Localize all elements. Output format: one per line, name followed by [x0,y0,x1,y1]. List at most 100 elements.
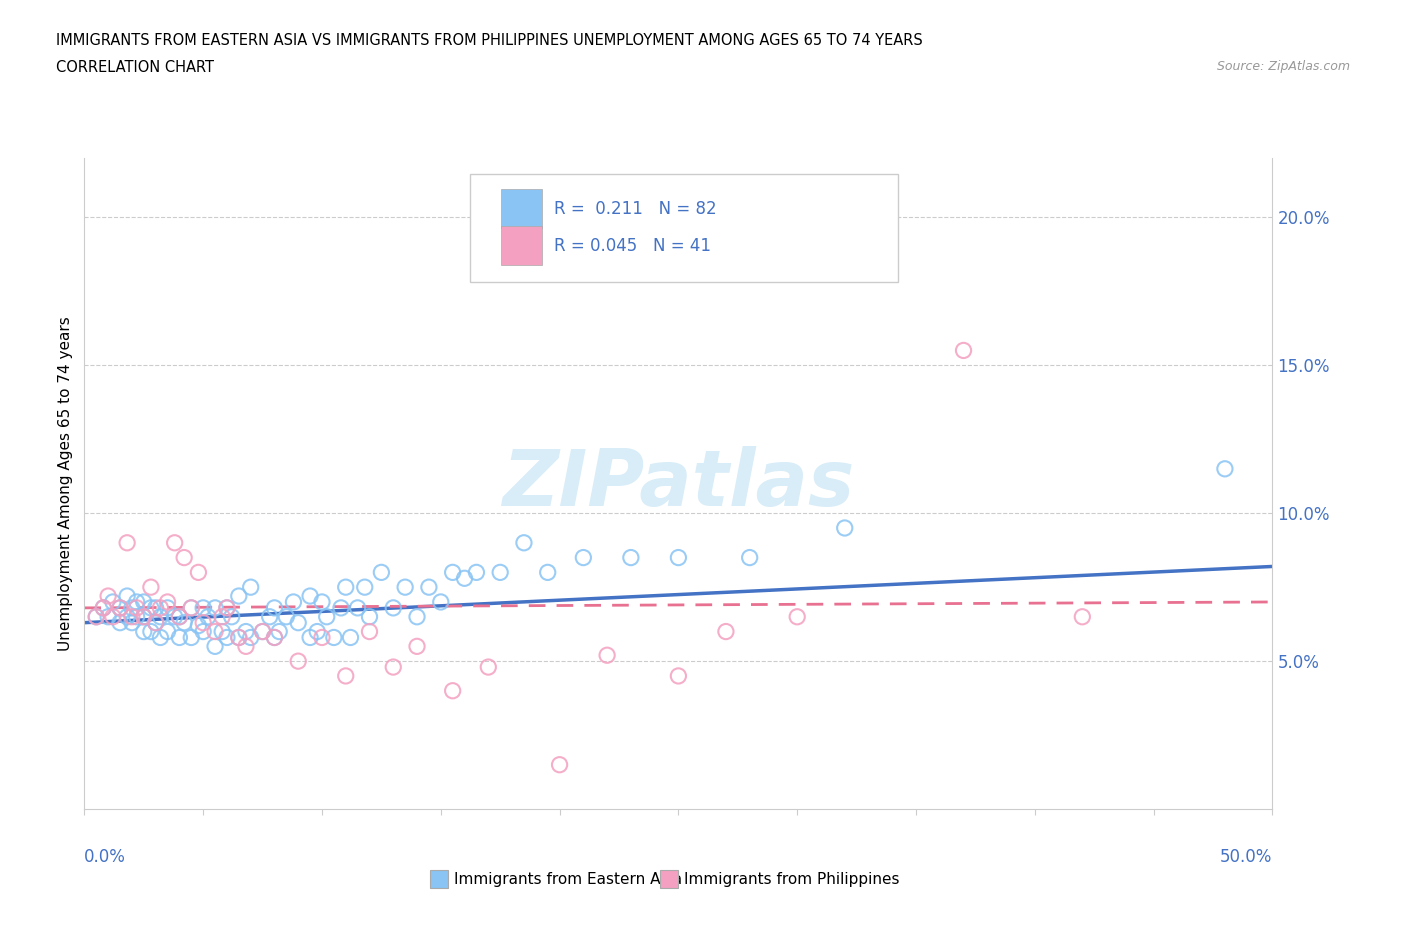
Point [204,624,226,639]
Point [252,624,274,639]
Text: Immigrants from Philippines: Immigrants from Philippines [683,871,900,886]
Point [101,594,124,609]
Point [952,343,974,358]
Point [132,609,155,624]
Point [145,616,167,631]
Point [263,601,285,616]
Point [620,551,643,565]
Point [394,579,416,594]
Point [346,601,368,616]
Point [139,624,162,639]
Point [145,601,167,616]
Point [156,601,179,616]
Point [149,609,172,624]
Point [489,565,512,579]
Point [359,624,381,639]
Point [197,609,219,624]
Point [406,609,429,624]
Text: Source: ZipAtlas.com: Source: ZipAtlas.com [1216,60,1350,73]
Point [235,624,257,639]
Point [235,639,257,654]
Point [145,616,167,631]
Point [382,659,405,674]
Point [115,589,138,604]
Point [169,609,191,624]
Point [84,609,107,624]
Point [132,594,155,609]
Point [299,630,322,644]
Point [97,609,120,624]
Text: ZIPatlas: ZIPatlas [502,445,855,522]
Point [738,551,761,565]
Point [453,571,475,586]
Point [125,601,148,616]
Point [1213,461,1236,476]
Point [191,624,215,639]
Point [307,624,329,639]
Text: CORRELATION CHART: CORRELATION CHART [56,60,214,75]
Point [311,594,333,609]
Point [215,630,238,644]
Point [108,616,131,631]
Point [239,630,262,644]
FancyBboxPatch shape [502,190,541,228]
Point [315,609,337,624]
Point [211,609,233,624]
Point [406,639,429,654]
FancyBboxPatch shape [471,175,898,282]
Point [287,616,309,631]
Point [204,639,226,654]
Point [668,669,690,684]
Point [441,684,464,698]
Point [322,630,344,644]
Point [187,565,209,579]
Point [418,579,440,594]
Point [572,551,595,565]
Point [283,594,305,609]
Y-axis label: Unemployment Among Ages 65 to 74 years: Unemployment Among Ages 65 to 74 years [58,316,73,651]
Point [370,565,392,579]
Point [108,601,131,616]
Point [191,616,215,631]
Point [180,601,202,616]
Point [149,630,172,644]
Point [125,594,148,609]
Point [121,609,143,624]
Point [163,609,186,624]
Point [215,601,238,616]
Point [173,616,195,631]
Point [714,624,737,639]
Point [156,624,179,639]
Point [228,630,250,644]
Point [125,609,148,624]
Point [187,618,209,633]
Point [169,609,191,624]
Point [239,579,262,594]
Point [204,601,226,616]
Point [252,624,274,639]
Point [330,601,353,616]
Point [139,579,162,594]
Point [441,565,464,579]
Point [97,589,120,604]
Text: 50.0%: 50.0% [1220,848,1272,866]
Point [163,536,186,551]
Point [93,601,115,616]
Point [834,521,856,536]
Point [156,594,179,609]
Text: IMMIGRANTS FROM EASTERN ASIA VS IMMIGRANTS FROM PHILIPPINES UNEMPLOYMENT AMONG A: IMMIGRANTS FROM EASTERN ASIA VS IMMIGRAN… [56,33,922,47]
Point [84,609,107,624]
Point [311,630,333,644]
Point [596,648,619,663]
Point [786,609,808,624]
Point [335,579,357,594]
Point [228,630,250,644]
Point [668,551,690,565]
Point [121,601,143,616]
Point [132,624,155,639]
Point [180,630,202,644]
Point [548,757,571,772]
Point [121,616,143,631]
Point [169,630,191,644]
Point [339,630,361,644]
